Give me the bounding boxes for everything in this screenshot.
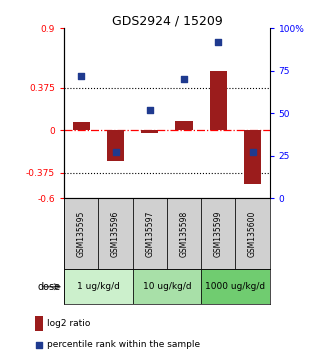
Bar [35,316,43,331]
Title: GDS2924 / 15209: GDS2924 / 15209 [111,14,222,27]
Text: log2 ratio: log2 ratio [47,319,90,328]
Text: dose: dose [38,282,61,292]
Bar [73,122,90,130]
Bar [141,130,158,132]
Bar [210,72,227,130]
Point [37,342,42,348]
Bar [167,198,201,269]
Text: GSM135598: GSM135598 [179,211,188,257]
Text: 10 ug/kg/d: 10 ug/kg/d [143,282,191,291]
Bar [235,198,270,269]
Point [250,149,255,155]
Point [181,76,187,82]
Text: percentile rank within the sample: percentile rank within the sample [47,340,200,349]
Bar [176,121,193,130]
Text: 1000 ug/kg/d: 1000 ug/kg/d [205,282,265,291]
Text: 1 ug/kg/d: 1 ug/kg/d [77,282,120,291]
Bar [64,269,133,304]
Text: GSM135595: GSM135595 [77,210,86,257]
Text: GSM135599: GSM135599 [214,210,223,257]
Text: GSM135600: GSM135600 [248,210,257,257]
Bar [133,198,167,269]
Point [216,39,221,45]
Text: GSM135597: GSM135597 [145,210,154,257]
Point [113,149,118,155]
Bar [201,198,235,269]
Bar [99,198,133,269]
Bar [64,198,99,269]
Text: GSM135596: GSM135596 [111,210,120,257]
Bar [244,130,261,183]
Point [147,107,152,113]
Bar [201,269,270,304]
Bar [133,269,201,304]
Point [79,73,84,79]
Bar [107,130,124,161]
